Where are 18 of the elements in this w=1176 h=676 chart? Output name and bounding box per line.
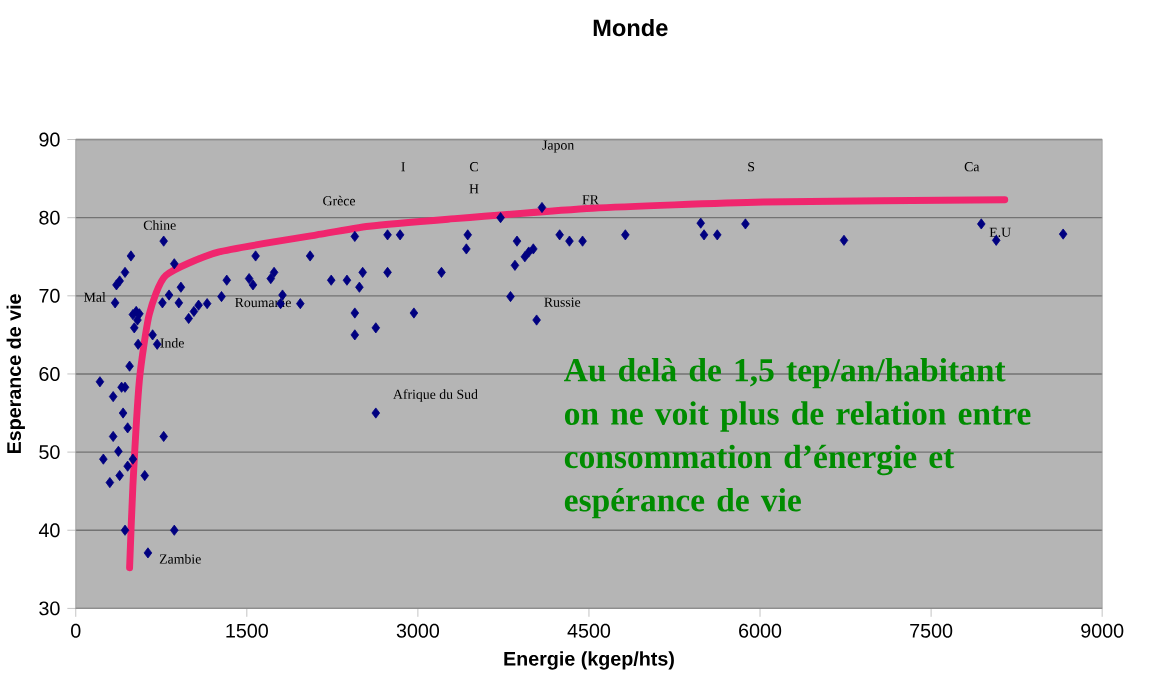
x-tick-label: 4500 (567, 623, 611, 638)
chart-title: Monde (593, 18, 668, 37)
y-tick-label: 60 (39, 366, 60, 381)
x-tick-label: 6000 (739, 623, 782, 638)
x-tick-label: 0 (71, 623, 81, 638)
y-tick-label: 30 (39, 601, 60, 616)
y-tick-label: 90 (39, 132, 60, 147)
x-axis-title: Energie (kgep/hts) (504, 651, 674, 670)
x-tick-label: 3000 (396, 623, 440, 638)
y-tick-label: 40 (38, 523, 60, 538)
x-tick-label: 1500 (226, 623, 268, 638)
y-tick-label: 50 (39, 445, 60, 459)
annotation: Au delà de 1,5 tep/an/habitant on ne voit plus de relation entre consommation d’énergie et espérance de vie (564, 357, 1031, 519)
x-tick-label: 7500 (910, 623, 953, 638)
y-axis-title: Esperance de vie (6, 294, 25, 453)
x-tick-label: 9000 (1081, 623, 1124, 638)
y-tick-label: 80 (39, 210, 60, 225)
y-tick-label: 70 (39, 288, 60, 303)
